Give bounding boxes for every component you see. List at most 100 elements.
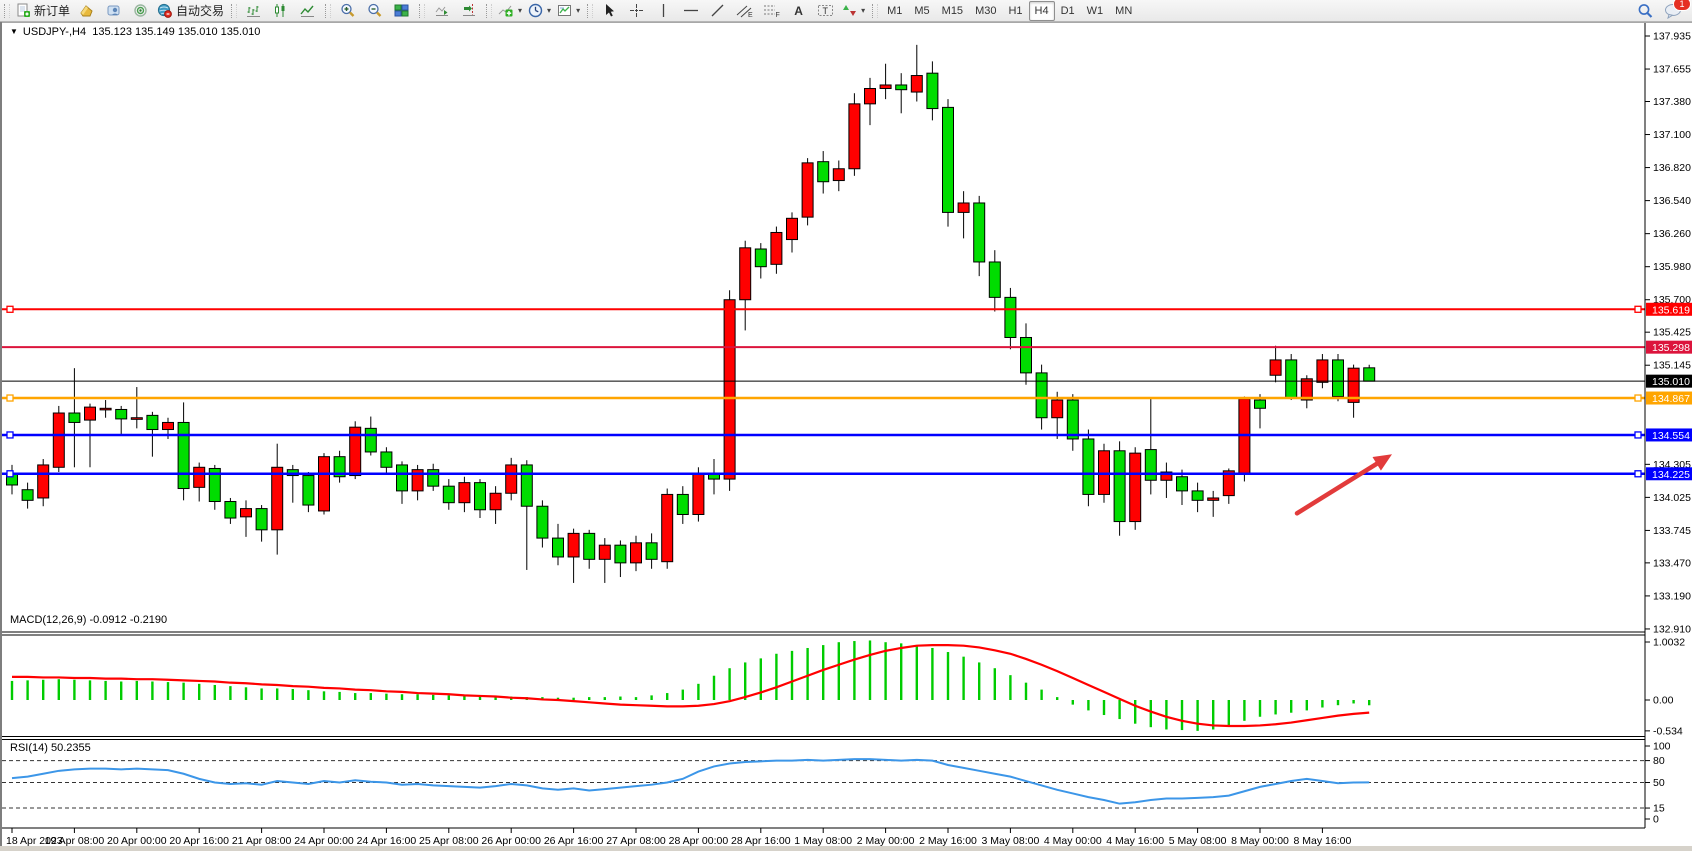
bar-chart-button[interactable] (240, 0, 267, 21)
indicators-button[interactable] (495, 0, 525, 21)
toolbar-grip[interactable] (231, 3, 238, 18)
line-handle[interactable] (6, 431, 14, 439)
price-tick-label: 135.980 (1653, 261, 1691, 273)
time-tick-label: 2 May 16:00 (919, 835, 977, 847)
crosshair-icon (629, 3, 644, 18)
autotrading-button[interactable]: 自动交易 (154, 0, 227, 21)
search-button[interactable] (1632, 0, 1659, 21)
toolbar-grip[interactable] (587, 3, 594, 18)
candle-body (427, 469, 440, 487)
line-chart-button[interactable] (294, 0, 321, 21)
trend-arrow-annotation[interactable] (1294, 454, 1392, 516)
vertical-line-button[interactable] (650, 0, 677, 21)
price-tag (1646, 467, 1692, 481)
candle-body (957, 202, 970, 213)
candle-body (692, 473, 705, 515)
text-label-icon: T (817, 3, 834, 18)
fibonacci-button[interactable]: F (758, 0, 785, 21)
candle-body (832, 168, 845, 182)
timeframe-m30[interactable]: M30 (975, 4, 997, 17)
line-handle[interactable] (1634, 305, 1642, 313)
candle-body (801, 162, 814, 218)
candle-body (1129, 452, 1142, 523)
candle-body (130, 417, 143, 420)
line-handle[interactable] (1634, 394, 1642, 402)
timeframe-m1[interactable]: M1 (887, 4, 903, 17)
timeframe-m15[interactable]: M15 (941, 4, 964, 17)
tile-windows-button[interactable] (388, 0, 415, 21)
candle-body (1207, 497, 1220, 501)
text-label-button[interactable]: T (812, 0, 839, 21)
candle-body (1269, 359, 1282, 376)
candle-body (567, 532, 580, 558)
timeframe-mn[interactable]: MN (1115, 4, 1133, 17)
zoom-out-button[interactable] (361, 0, 388, 21)
candle-body (380, 451, 393, 468)
candlestick-chart-icon (273, 3, 288, 18)
timeframe-d1[interactable]: D1 (1060, 4, 1075, 17)
toolbar-grip[interactable] (419, 3, 426, 18)
time-tick-label: 2 May 00:00 (857, 835, 915, 847)
charts-icon-button[interactable] (73, 0, 100, 21)
candle-body (598, 544, 611, 560)
alerts-button[interactable] (127, 0, 154, 21)
profiles-icon (106, 3, 121, 18)
zoom-in-button[interactable] (334, 0, 361, 21)
candle-body (1020, 336, 1032, 374)
candle-body (489, 492, 502, 511)
trendline-button[interactable] (704, 0, 731, 21)
candle-body (973, 202, 986, 263)
new-order-button[interactable]: 新订单 (13, 0, 73, 21)
templates-button[interactable] (554, 0, 583, 21)
toolbar-grip[interactable] (872, 3, 879, 18)
rsi-indicator-label: RSI(14) 50.2355 (10, 742, 91, 754)
horizontal-line-button[interactable] (677, 0, 704, 21)
price-tick-label: 134.025 (1653, 492, 1691, 504)
rsi-pane[interactable] (2, 739, 1645, 829)
auto-scroll-button[interactable] (428, 0, 455, 21)
macd-signal-line (12, 643, 1370, 728)
tile-windows-icon (394, 3, 409, 18)
cursor-button[interactable] (596, 0, 623, 21)
chart-window[interactable]: 137.935 137.655 137.380 137.100 136.820 136.5… (0, 22, 1692, 851)
time-tick-label: 19 Apr 08:00 (45, 835, 105, 847)
timeframe-h1[interactable]: H1 (1008, 4, 1023, 17)
candle-body (770, 231, 783, 265)
notifications-button[interactable]: 1 (1659, 0, 1691, 21)
chart-canvas[interactable]: 137.935 137.655 137.380 137.100 136.820 136.5… (2, 22, 1692, 851)
time-tick-label: 27 Apr 08:00 (606, 835, 666, 847)
timeframe-h4[interactable]: H4 (1028, 0, 1055, 21)
line-handle[interactable] (6, 470, 14, 478)
line-handle[interactable] (1634, 470, 1642, 478)
price-tag (1646, 391, 1692, 405)
text-button[interactable]: A (785, 0, 812, 21)
line-handle[interactable] (6, 394, 14, 402)
timeframe-m5[interactable]: M5 (914, 4, 930, 17)
periods-button[interactable] (525, 0, 554, 21)
arrows-button[interactable] (839, 0, 868, 21)
candle-body (1004, 296, 1017, 338)
crosshair-button[interactable] (623, 0, 650, 21)
price-tag (1646, 428, 1692, 442)
price-tick-label: 133.190 (1653, 590, 1691, 602)
equidistant-channel-button[interactable]: E (731, 0, 758, 21)
svg-text:E: E (748, 12, 753, 18)
candle-body (786, 217, 798, 241)
candlestick-chart-button[interactable] (267, 0, 294, 21)
line-handle[interactable] (1634, 431, 1642, 439)
profiles-button[interactable] (100, 0, 127, 21)
price-tick-label: 137.935 (1653, 31, 1691, 43)
timeframe-w1[interactable]: W1 (1086, 4, 1104, 17)
horizontal-line-icon (683, 3, 699, 18)
main-price-pane[interactable] (2, 22, 1645, 632)
toolbar-grip[interactable] (486, 3, 493, 18)
candle-body (1176, 476, 1188, 492)
bar-chart-icon (246, 3, 261, 18)
search-icon (1637, 3, 1654, 19)
text-icon: A (794, 3, 803, 18)
toolbar-grip[interactable] (4, 3, 10, 18)
chart-shift-button[interactable] (455, 0, 482, 21)
toolbar-grip[interactable] (325, 3, 332, 18)
line-handle[interactable] (6, 305, 14, 313)
time-tick-label: 8 May 00:00 (1231, 835, 1289, 847)
